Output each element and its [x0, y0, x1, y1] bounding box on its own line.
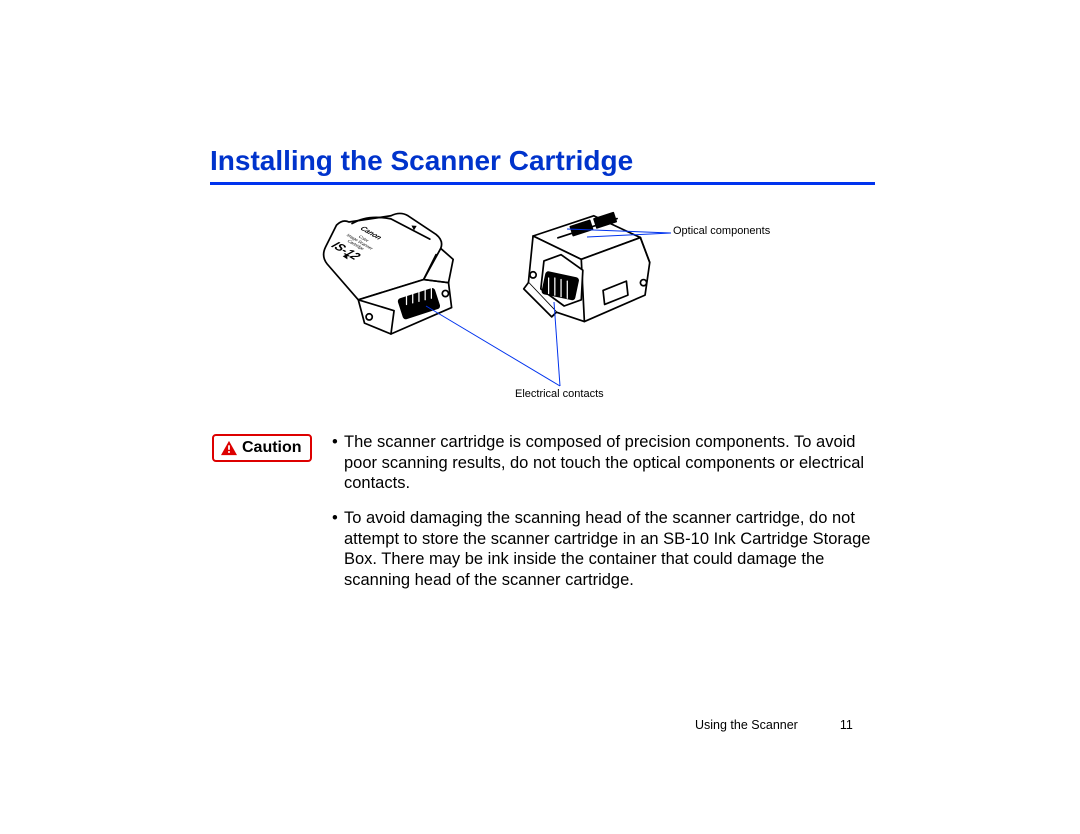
cartridge-figure: Canon Color Image Scanner Cartridge IS-1…	[305, 208, 785, 408]
heading-rule	[210, 182, 875, 185]
page-footer: Using the Scanner 11	[695, 718, 853, 732]
callout-optical-label: Optical components	[673, 225, 770, 237]
bullet-marker: •	[332, 432, 344, 494]
page-title: Installing the Scanner Cartridge	[210, 145, 633, 177]
caution-badge: Caution	[212, 434, 312, 462]
footer-section: Using the Scanner	[695, 718, 798, 732]
callout-optical-lines	[563, 223, 673, 245]
warning-triangle-icon	[220, 440, 238, 456]
caution-body: • The scanner cartridge is composed of p…	[332, 432, 877, 604]
bullet-text: The scanner cartridge is composed of pre…	[344, 432, 877, 494]
bullet-marker: •	[332, 508, 344, 591]
caution-label: Caution	[242, 439, 302, 457]
bullet-item: • The scanner cartridge is composed of p…	[332, 432, 877, 494]
bullet-item: • To avoid damaging the scanning head of…	[332, 508, 877, 591]
bullet-text: To avoid damaging the scanning head of t…	[344, 508, 877, 591]
footer-page-number: 11	[840, 718, 853, 732]
callout-electrical-lines	[420, 300, 570, 392]
